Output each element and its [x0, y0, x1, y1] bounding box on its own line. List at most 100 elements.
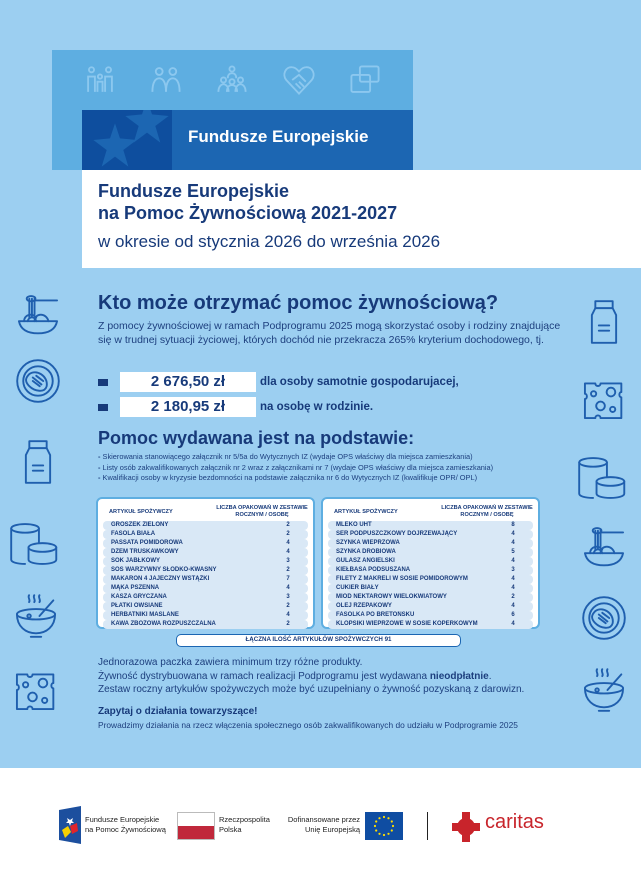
footer [0, 768, 641, 878]
item-count: 2 [286, 567, 290, 573]
soup-icon [10, 590, 62, 642]
cheese-icon [10, 664, 62, 716]
item-count: 4 [286, 612, 290, 618]
basis-list: Skierowania stanowiącego załącznik nr 5/… [98, 452, 494, 484]
chat-icon [350, 65, 380, 93]
item-name: MAKARON 4 JAJECZNY WSTĄŻKI [111, 576, 210, 582]
caritas-logo-text: caritas [485, 811, 544, 833]
item-count: 4 [511, 603, 515, 609]
item-name: SZYNKA DROBIOWA [336, 549, 396, 555]
table-row: KASZA GRYCZANA 3 [103, 593, 308, 602]
eu-star [390, 829, 393, 832]
table-row: KAWA ZBOŻOWA ROZPUSZCZALNA 2 [103, 620, 308, 629]
pasta-icon [12, 290, 64, 342]
table-row: CUKIER BIAŁY 4 [328, 584, 533, 593]
item-count: 3 [286, 594, 290, 600]
item-name: MIÓD NEKTAROWY WIELOKWIATOWY [336, 594, 447, 600]
item-name: KAWA ZBOŻOWA ROZPUSZCZALNA [111, 621, 216, 627]
eu-star [373, 824, 377, 828]
item-name: HERBATNIKI MAŚLANE [111, 612, 179, 618]
page-title: Fundusze Europejskie na Pomoc Żywnościową… [98, 180, 397, 224]
item-name: FILETY Z MAKRELI W SOSIE POMIDOROWYM [336, 576, 468, 582]
fe-logo-line: na Pomoc Żywnościową [85, 825, 166, 834]
note-line: Jednorazowa paczka zawiera minimum trzy … [98, 657, 363, 668]
fe-star-graphic [82, 110, 172, 170]
item-count: 4 [511, 531, 515, 537]
item-count: 4 [286, 549, 290, 555]
polish-flag-icon [177, 812, 215, 840]
cheese-icon [578, 373, 630, 425]
table-header: ARTYKUŁ SPOŻYWCZY LICZBA OPAKOWAŃ W ZESTA… [103, 503, 308, 521]
eu-logo-text: Dofinansowane przez Unię Europejską [280, 815, 360, 835]
milk-carton-icon [12, 436, 64, 488]
table-row: HERBATNIKI MAŚLANE 4 [103, 611, 308, 620]
note-line: Zestaw roczny artykułów spożywczych może… [98, 684, 525, 695]
who-title: Kto może otrzymać pomoc żywnościową? [98, 292, 499, 314]
table-row: DŻEM TRUSKAWKOWY 4 [103, 548, 308, 557]
eu-star [382, 833, 386, 837]
item-count: 2 [286, 621, 290, 627]
item-count: 2 [286, 522, 290, 528]
table-row: SER PODPUSZCZKOWY DOJRZEWAJĄCY 4 [328, 530, 533, 539]
item-name: FASOLA BIAŁA [111, 531, 156, 537]
table-row: FASOLKA PO BRETOŃSKU 6 [328, 611, 533, 620]
plate-icon [12, 355, 64, 407]
item-count: 4 [286, 585, 290, 591]
ask-text: Prowadzimy działania na rzecz włączenia … [98, 720, 518, 730]
item-name: FASOLKA PO BRETOŃSKU [336, 612, 415, 618]
total-items: ŁĄCZNA ILOŚĆ ARTYKUŁÓW SPOŻYWCZYCH 91 [176, 634, 461, 647]
title-line-2: na Pomoc Żywnościową 2021-2027 [98, 203, 398, 223]
who-text: Z pomocy żywnościowej w ramach Podprogra… [98, 320, 561, 346]
note-text: Żywność dystrybuowana w ramach realizacj… [98, 670, 430, 682]
eu-star [378, 817, 381, 820]
eu-star [375, 829, 378, 832]
eu-star [375, 820, 378, 823]
item-name: KIEŁBASA PODSUSZANA [336, 567, 411, 573]
basis-item: Listy osób zakwalifikowanych załącznik n… [98, 463, 494, 474]
eu-flag-icon [365, 812, 403, 840]
note-bold: nieodpłatnie [429, 670, 489, 682]
item-count: 3 [286, 558, 290, 564]
item-name: PŁATKI OWSIANE [111, 603, 163, 609]
table-row: FASOLA BIAŁA 2 [103, 530, 308, 539]
item-name: SOS WARZYWNY SŁODKO-KWAŚNY [111, 567, 217, 573]
item-name: SZYNKA WIEPRZOWA [336, 540, 400, 546]
eu-star [387, 817, 390, 820]
cans-icon [574, 452, 626, 504]
item-count: 2 [286, 603, 290, 609]
table-row: GULASZ ANGIELSKI 4 [328, 557, 533, 566]
basis-title: Pomoc wydawana jest na podstawie: [98, 428, 415, 448]
item-name: OLEJ RZEPAKOWY [336, 603, 392, 609]
item-name: MĄKA PSZENNA [111, 585, 160, 591]
item-name: MLEKO UHT [336, 522, 372, 528]
item-count: 8 [511, 522, 515, 528]
eu-star [387, 832, 390, 835]
table-row: SOS WARZYWNY SŁODKO-KWAŚNY 2 [103, 566, 308, 575]
note-text: . [488, 670, 492, 682]
amount-row: 2 180,95 zł na osobę w rodzinie. [98, 397, 373, 417]
caritas-cross-icon [452, 812, 480, 842]
table-row: MĄKA PSZENNA 4 [103, 584, 308, 593]
item-name: CUKIER BIAŁY [336, 585, 379, 591]
table-row: PŁATKI OWSIANE 2 [103, 602, 308, 611]
group-icon [217, 65, 248, 92]
col-header-item: ARTYKUŁ SPOŻYWCZY [334, 509, 398, 515]
item-count: 4 [511, 558, 515, 564]
table-row: MIÓD NEKTAROWY WIELOKWIATOWY 2 [328, 593, 533, 602]
eu-logo-line: Unię Europejską [304, 825, 360, 834]
period-subtitle: w okresie od stycznia 2026 do września 2… [98, 232, 441, 251]
item-name: PASSATA POMIDOROWA [111, 540, 183, 546]
item-count: 4 [511, 585, 515, 591]
divider [427, 812, 428, 840]
table-row: MLEKO UHT 8 [328, 521, 533, 530]
fe-logo-text: Fundusze Europejskie na Pomoc Żywnościową [85, 815, 166, 835]
note-line: Żywność dystrybuowana w ramach realizacj… [98, 670, 524, 684]
people-icon [151, 67, 181, 92]
item-count: 3 [511, 567, 515, 573]
item-count: 2 [511, 594, 515, 600]
food-table-left: ARTYKUŁ SPOŻYWCZY LICZBA OPAKOWAŃ W ZESTA… [96, 497, 315, 629]
table-header: ARTYKUŁ SPOŻYWCZY LICZBA OPAKOWAŃ W ZESTA… [328, 503, 533, 521]
food-table-right: ARTYKUŁ SPOŻYWCZY LICZBA OPAKOWAŃ W ZESTA… [321, 497, 540, 629]
amount-value: 2 676,50 zł [120, 372, 256, 392]
rp-logo-text: Rzeczpospolita Polska [219, 815, 270, 835]
